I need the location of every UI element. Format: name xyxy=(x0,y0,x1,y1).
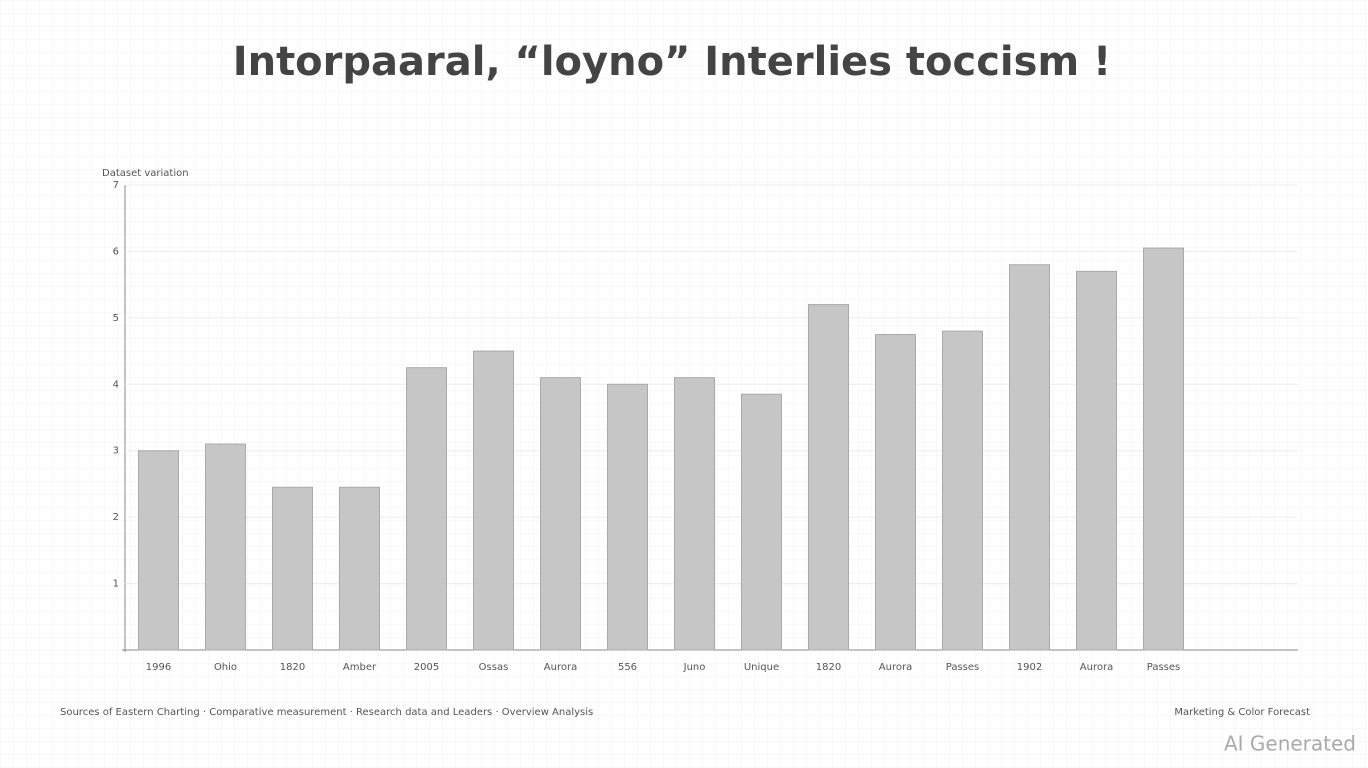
source: Sources of Eastern Charting · Comparativ… xyxy=(60,707,593,718)
y-tick-label: 4 xyxy=(113,379,119,390)
bar xyxy=(808,304,849,651)
bar xyxy=(741,393,782,651)
bar xyxy=(607,383,648,651)
x-tick-label: 1902 xyxy=(1017,662,1042,673)
bar xyxy=(272,486,313,651)
bar xyxy=(205,443,246,651)
y-tick-label: 2 xyxy=(113,512,119,523)
x-tick-label: Ossas xyxy=(479,662,509,673)
x-tick-label: 1820 xyxy=(816,662,841,673)
x-tick-label: Passes xyxy=(946,662,980,673)
bar xyxy=(942,330,983,651)
bar xyxy=(473,350,514,651)
x-tick-label: Aurora xyxy=(544,662,577,673)
x-tick-label: Juno xyxy=(683,662,706,673)
y-tick-label: 3 xyxy=(113,446,119,457)
bar xyxy=(1143,247,1184,651)
bar xyxy=(339,486,380,651)
x-tick-label: 1820 xyxy=(280,662,305,673)
bar xyxy=(406,367,447,651)
y-tick-label: 6 xyxy=(113,246,119,257)
x-tick-label: Unique xyxy=(744,662,779,673)
note: Marketing & Color Forecast xyxy=(1174,707,1310,718)
x-tick-label: 1996 xyxy=(146,662,171,673)
bar xyxy=(1076,270,1117,651)
x-tick-label: Amber xyxy=(343,662,377,673)
y-tick-label: 5 xyxy=(113,313,119,324)
watermark: AI Generated xyxy=(1224,732,1356,756)
x-tick-label: Aurora xyxy=(879,662,912,673)
chart-title: Intorpaaral, “loyno” Interlies toccism ! xyxy=(233,39,1112,85)
y-tick-label: 1 xyxy=(113,579,119,590)
bar xyxy=(138,450,179,651)
x-tick-label: Aurora xyxy=(1080,662,1113,673)
x-tick-label: 2005 xyxy=(414,662,439,673)
x-tick-label: Passes xyxy=(1147,662,1181,673)
bar xyxy=(540,377,581,651)
bar xyxy=(875,333,916,651)
x-tick-label: Ohio xyxy=(214,662,237,673)
y-axis-label: Dataset variation xyxy=(102,168,189,179)
x-tick-label: 556 xyxy=(618,662,637,673)
y-tick-label: 7 xyxy=(113,180,119,191)
bar xyxy=(1009,264,1050,651)
bar xyxy=(674,377,715,651)
